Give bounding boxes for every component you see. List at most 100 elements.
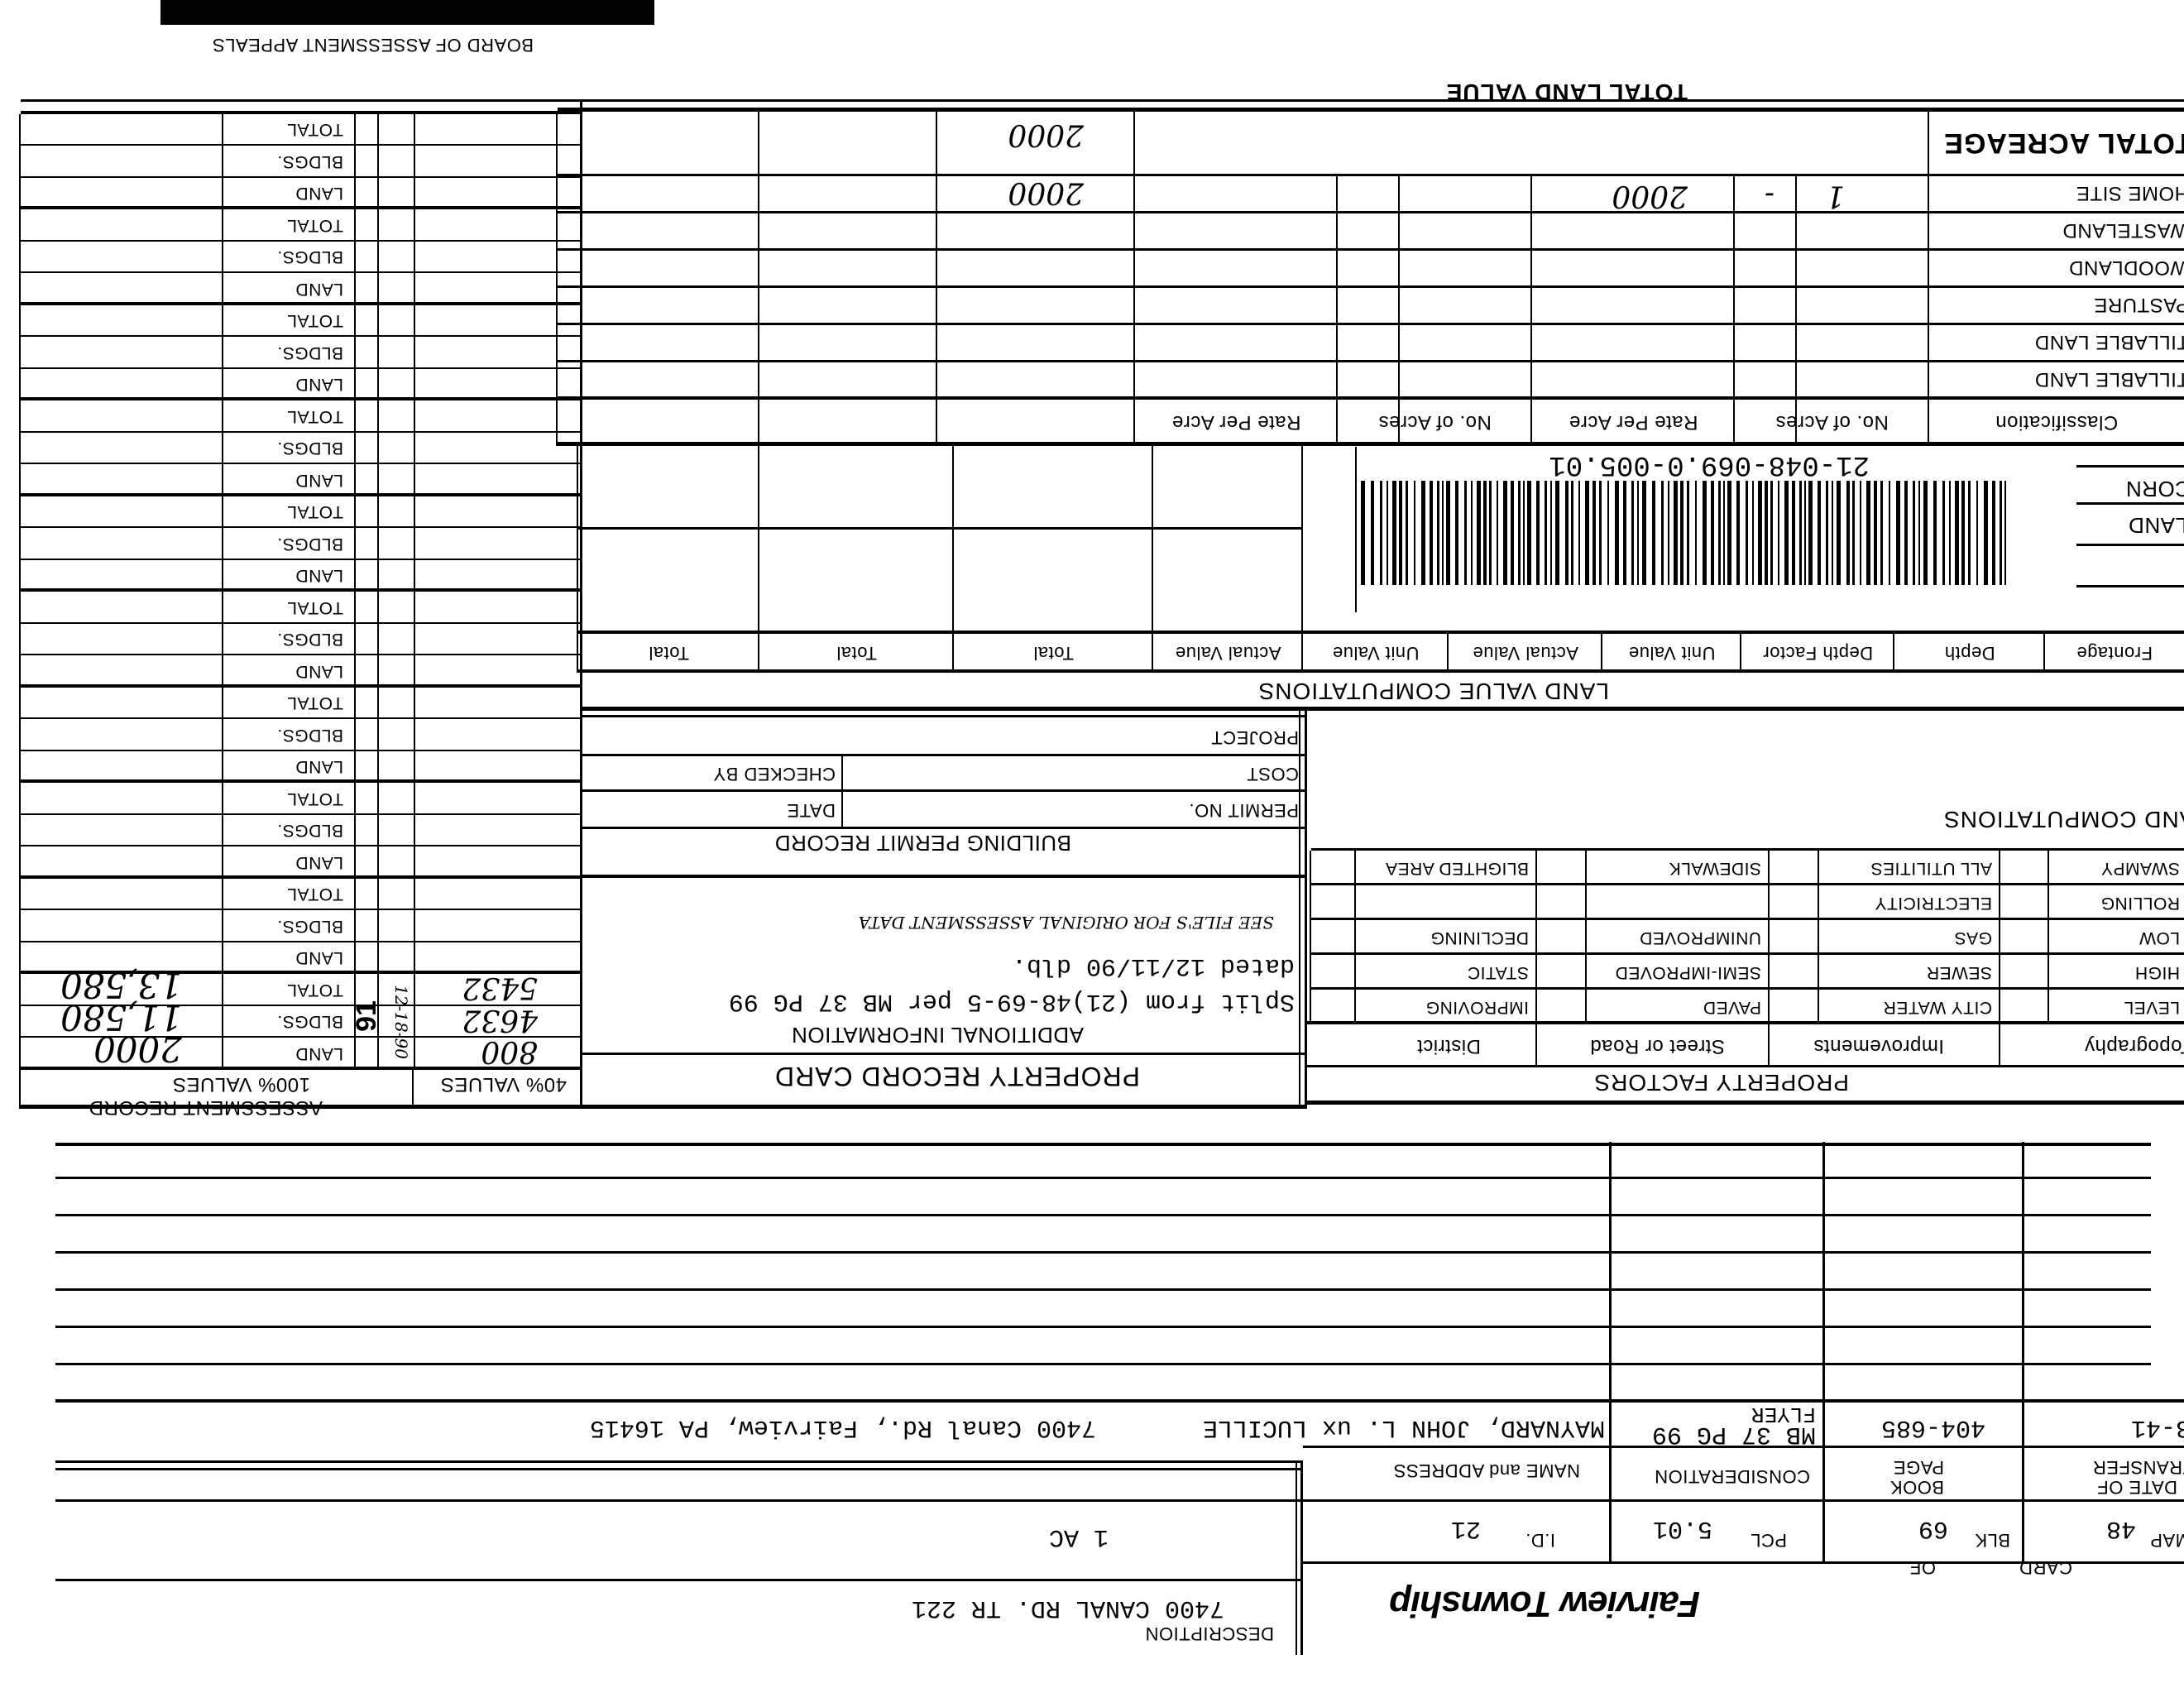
rule-line bbox=[1311, 918, 2184, 920]
barcode-bar bbox=[1896, 481, 1900, 585]
rule-line bbox=[1152, 446, 1153, 634]
rule-line bbox=[21, 463, 582, 464]
assessment-row-label: TOTAL bbox=[286, 693, 343, 712]
assessment-date: 12-18-90 bbox=[391, 985, 412, 1059]
rule-line bbox=[1299, 711, 1300, 1109]
rule-line bbox=[558, 174, 2184, 176]
rule-line bbox=[1301, 446, 1303, 634]
assessment-100-label: 100% VALUES bbox=[172, 1073, 310, 1096]
rule-line bbox=[1311, 848, 2184, 851]
rule-line bbox=[582, 707, 2184, 711]
rule-line bbox=[1133, 112, 1135, 446]
barcode-bar bbox=[1511, 481, 1514, 585]
rule-line bbox=[55, 1214, 2151, 1216]
barcode-bar bbox=[1758, 481, 1762, 585]
barcode-bar bbox=[1904, 481, 1908, 585]
property-factor-option-street: SEMI-IMPROVED bbox=[1615, 963, 1761, 982]
rule-line bbox=[377, 114, 379, 1070]
township-name: Fairview Township bbox=[1390, 1584, 1700, 1624]
rule-line bbox=[2022, 1142, 2024, 1564]
barcode-bar bbox=[1778, 481, 1779, 585]
barcode-bar bbox=[1437, 481, 1439, 585]
rule-line bbox=[21, 526, 582, 528]
barcode-bar bbox=[1536, 481, 1540, 585]
pf-col-topography: Topography bbox=[2084, 1035, 2184, 1057]
barcode-bar bbox=[1984, 481, 1988, 585]
assessment-row-label: TOTAL bbox=[286, 885, 343, 904]
assessment-row-label: TOTAL bbox=[286, 407, 343, 426]
rule-line bbox=[1303, 1561, 2184, 1564]
rule-line bbox=[21, 144, 582, 146]
assessment-row-label: LAND bbox=[295, 1044, 343, 1063]
barcode-bar bbox=[1555, 481, 1559, 585]
rule-line bbox=[556, 112, 558, 446]
assessment-row-label: TOTAL bbox=[286, 789, 343, 808]
barcode-bar bbox=[1392, 481, 1396, 585]
transfer-owner-name: MAYNARD, JOHN L. ux LUCILLE bbox=[1202, 1413, 1605, 1441]
barcode-bar bbox=[1961, 481, 1965, 585]
barcode-bar bbox=[1837, 481, 1841, 585]
rule-line bbox=[582, 1053, 1307, 1055]
rule-line bbox=[1609, 1142, 1612, 1564]
rule-line bbox=[21, 622, 582, 624]
rule-line bbox=[21, 559, 582, 560]
home-site-acres: 1 bbox=[1826, 179, 1845, 213]
barcode-bar bbox=[1642, 481, 1646, 585]
transfer-date: 3-41 bbox=[2130, 1413, 2184, 1441]
barcode-bar bbox=[1765, 481, 1768, 585]
rule-line bbox=[1999, 1024, 2000, 1067]
scan-edge-bar bbox=[160, 0, 654, 25]
rule-line bbox=[758, 112, 759, 446]
rule-line bbox=[1822, 1142, 1825, 1564]
barcode-bar bbox=[1661, 481, 1664, 585]
barcode-bar bbox=[1808, 481, 1813, 585]
handwritten-note: SEE FILE'S FOR ORIGINAL ASSESSMENT DATA bbox=[858, 913, 1274, 933]
assessment-row-label: BLDGS. bbox=[276, 439, 343, 458]
barcode-bar bbox=[1503, 481, 1507, 585]
rule-line bbox=[1311, 952, 2184, 955]
barcode-bar bbox=[1623, 481, 1626, 585]
barcode-bar bbox=[1949, 481, 1951, 585]
barcode-bar bbox=[1674, 481, 1678, 585]
property-factor-option-improvements: ELECTRICITY bbox=[1874, 894, 1992, 913]
barcode-bar bbox=[1832, 481, 1833, 585]
rule-line bbox=[55, 1399, 2184, 1403]
property-factor-option-street: UNIMPROVED bbox=[1639, 928, 1761, 947]
rule-line bbox=[558, 360, 2184, 362]
barcode-bar bbox=[1976, 481, 1978, 585]
property-factor-option-topography: ROLLING bbox=[2100, 894, 2180, 913]
rule-line bbox=[1311, 883, 2184, 885]
rule-line bbox=[578, 631, 2184, 634]
barcode-bar bbox=[1880, 481, 1883, 585]
assessment-bldgs-40: 4632 bbox=[462, 1003, 538, 1037]
rule-line bbox=[558, 248, 2184, 251]
barcode-bar bbox=[1723, 481, 1725, 585]
land-classification-row-label: HOME SITE bbox=[2076, 182, 2184, 204]
description-label: DESCRIPTION bbox=[1145, 1623, 1274, 1644]
property-factor-option-district: DECLINING bbox=[1430, 928, 1529, 947]
date-of-transfer-label-1: DATE OF bbox=[2096, 1477, 2177, 1498]
barcode-bar bbox=[1968, 481, 1971, 585]
rule-line bbox=[1307, 1065, 2184, 1067]
assessment-row-label: TOTAL bbox=[286, 598, 343, 617]
barcode-bar bbox=[1770, 481, 1773, 585]
rule-line bbox=[414, 114, 415, 1070]
rule-line bbox=[21, 813, 582, 815]
rule-line bbox=[222, 114, 223, 1070]
rule-line bbox=[21, 909, 582, 910]
rule-line bbox=[21, 493, 582, 496]
barcode-bar bbox=[1860, 481, 1861, 585]
rule-line bbox=[936, 112, 937, 446]
land-classification-header: No. of Acres bbox=[1378, 411, 1492, 434]
barcode-bar bbox=[1826, 481, 1828, 585]
assessment-row-label: TOTAL bbox=[286, 502, 343, 521]
rule-line bbox=[1300, 1463, 1303, 1655]
barcode-bar bbox=[1523, 481, 1525, 585]
assessment-row-label: LAND bbox=[295, 375, 343, 394]
rule-line bbox=[21, 684, 582, 688]
property-factor-option-district: IMPROVING bbox=[1425, 998, 1529, 1017]
rule-line bbox=[1535, 1024, 1537, 1067]
rule-line bbox=[558, 211, 2184, 213]
land-value-column-header: Frontage bbox=[2076, 643, 2153, 664]
rule-line bbox=[2048, 851, 2049, 1024]
